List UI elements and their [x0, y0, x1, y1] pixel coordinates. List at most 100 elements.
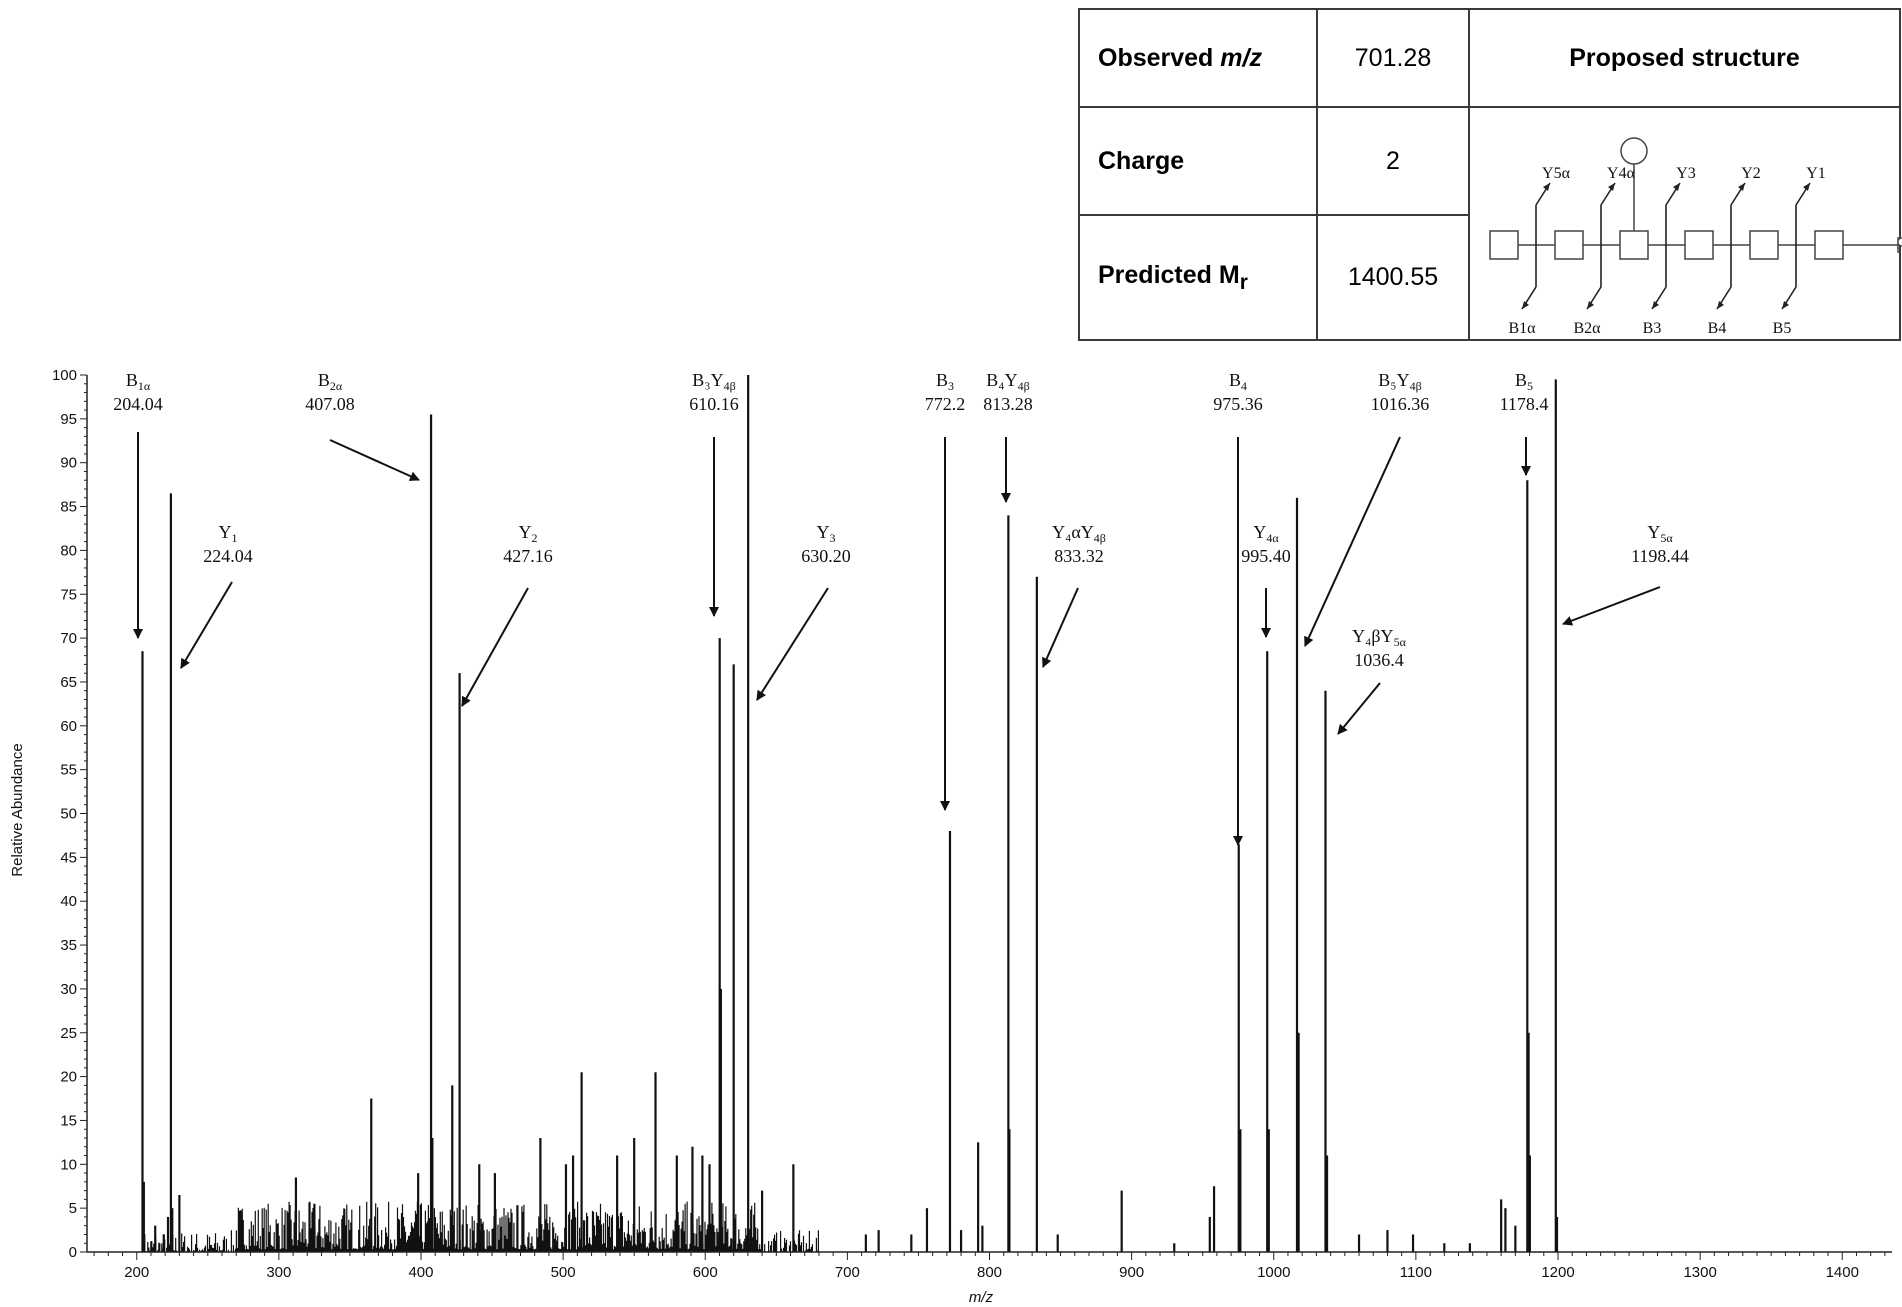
- observed-row: Observed m/z 701.28 Proposed structure: [1078, 8, 1901, 108]
- observed-value: 701.28: [1316, 8, 1470, 108]
- ion-subscript: 3: [948, 379, 954, 393]
- ion-subscript: 4β: [1410, 379, 1422, 393]
- peak-label-mz: 204.04: [113, 394, 163, 414]
- peak-label-ion: B5: [1515, 370, 1533, 393]
- fragment-top-label: Y1: [1806, 165, 1826, 182]
- fragment-top-label: Y5α: [1542, 165, 1571, 182]
- annotation-arrow: [1337, 682, 1381, 735]
- x-tick-label: 1200: [1541, 1264, 1574, 1281]
- top-arrowhead: [1738, 183, 1745, 191]
- annotation-arrow: [1562, 586, 1661, 626]
- y-tick-label: 50: [60, 806, 77, 823]
- x-tick-label: 1000: [1257, 1264, 1290, 1281]
- y-tick-label: 60: [60, 718, 77, 735]
- annotation-arrow: [461, 587, 529, 707]
- peak-label-ion: Y1: [219, 522, 238, 545]
- fragment-bottom-label: B1α: [1508, 320, 1536, 337]
- x-tick-label: 800: [977, 1264, 1002, 1281]
- peak-label-ion: Y4α: [1253, 522, 1279, 545]
- peak-label-ion: B1α: [126, 370, 151, 393]
- fragment-bottom-label: B5: [1773, 320, 1792, 337]
- peak-label-mz: 975.36: [1213, 394, 1263, 414]
- ion-subscript: 5α: [1660, 531, 1673, 545]
- ion-subscript: 5: [1527, 379, 1533, 393]
- y-tick-label: 10: [60, 1156, 77, 1173]
- y-tick-label: 80: [60, 542, 77, 559]
- ion-name: Y₄βY: [1352, 626, 1393, 646]
- peak-label-mz: 407.08: [305, 394, 355, 414]
- peak-label-ion: Y5α: [1647, 522, 1673, 545]
- charge-label: Charge: [1078, 106, 1318, 216]
- fragment-bottom-label: B2α: [1573, 320, 1601, 337]
- peak-label-mz: 1198.44: [1631, 546, 1689, 566]
- peak-label-ion: Y₄βY5α: [1352, 626, 1406, 649]
- ion-name: B: [1229, 370, 1241, 390]
- ion-subscript: 3: [830, 531, 836, 545]
- fragment-top-label: Y3: [1676, 165, 1696, 182]
- observed-label-text: Observed: [1098, 43, 1214, 72]
- ion-name: Y: [1647, 522, 1660, 542]
- fragment-top-label: Y2: [1741, 165, 1761, 182]
- peak-label-mz: 813.28: [983, 394, 1033, 414]
- y-tick-label: 15: [60, 1112, 77, 1129]
- ion-name: B₅Y: [1378, 370, 1409, 390]
- y-tick-label: 5: [69, 1200, 77, 1217]
- top-arrowhead: [1803, 183, 1810, 191]
- ion-subscript: 1: [232, 531, 238, 545]
- ion-subscript: 2: [532, 531, 538, 545]
- y-tick-label: 75: [60, 586, 77, 603]
- peak-label-mz: 1036.4: [1354, 650, 1404, 670]
- x-tick-label: 300: [266, 1264, 291, 1281]
- observed-label: Observed m/z: [1078, 8, 1318, 108]
- ion-name: Y₄αY: [1052, 522, 1094, 542]
- top-arrowhead: [1673, 183, 1680, 191]
- peak-label-ion: B₃Y4β: [692, 370, 735, 393]
- predicted-row: Predicted Mr 1400.55: [1078, 214, 1900, 341]
- annotation-arrow: [180, 581, 233, 669]
- y-tick-label: 65: [60, 674, 77, 691]
- structure-cell: Y5α B1α Y4α B2α Y3 B3 Y2 B4 Y1 B5: [1468, 106, 1902, 341]
- noise-baseline: [144, 1201, 819, 1252]
- x-tick-label: 200: [124, 1264, 149, 1281]
- fragment-top-label: Y4α: [1607, 165, 1636, 182]
- peak-label-ion: B₄Y4β: [986, 370, 1029, 393]
- x-tick-label: 600: [693, 1264, 718, 1281]
- ion-subscript: 5α: [1394, 635, 1407, 649]
- ion-subscript: 1α: [138, 379, 151, 393]
- residue-square: [1684, 230, 1714, 260]
- annotation-arrow: [1042, 587, 1079, 668]
- bottom-arrowhead: [1717, 301, 1724, 309]
- peak-label-mz: 427.16: [503, 546, 553, 566]
- ion-subscript: 4β: [1018, 379, 1030, 393]
- y-tick-label: 55: [60, 762, 77, 779]
- x-tick-label: 1400: [1826, 1264, 1859, 1281]
- peak-label-ion: B3: [936, 370, 954, 393]
- spectrum-info-table: Observed m/z 701.28 Proposed structure C…: [1078, 8, 1902, 341]
- annotation-arrow: [329, 439, 420, 481]
- y-tick-label: 95: [60, 411, 77, 428]
- peak-label-mz: 772.2: [925, 394, 966, 414]
- y-tick-label: 85: [60, 499, 77, 516]
- residue-square: [1554, 230, 1584, 260]
- peak-label-ion: Y2: [519, 522, 538, 545]
- ion-subscript: 4β: [724, 379, 736, 393]
- bottom-arrowhead: [1522, 301, 1529, 309]
- ion-name: B₃Y: [692, 370, 723, 390]
- bottom-arrowhead: [1587, 301, 1594, 309]
- ion-subscript: 4: [1241, 379, 1247, 393]
- y-tick-label: 0: [69, 1244, 77, 1261]
- ion-subscript: 2α: [330, 379, 343, 393]
- residue-square: [1619, 230, 1649, 260]
- residue-square: [1814, 230, 1844, 260]
- x-axis-title: m/z: [969, 1289, 994, 1306]
- glycan-structure-diagram: Y5α B1α Y4α B2α Y3 B3 Y2 B4 Y1 B5: [1489, 137, 1902, 337]
- reducing-end-circle: [1897, 237, 1902, 247]
- peak-label-mz: 1178.4: [1500, 394, 1549, 414]
- peak-label-mz: 610.16: [689, 394, 739, 414]
- ion-name: B₄Y: [986, 370, 1017, 390]
- y-tick-label: 20: [60, 1069, 77, 1086]
- y-tick-label: 25: [60, 1025, 77, 1042]
- residue-square: [1749, 230, 1779, 260]
- peak-label-mz: 833.32: [1054, 546, 1104, 566]
